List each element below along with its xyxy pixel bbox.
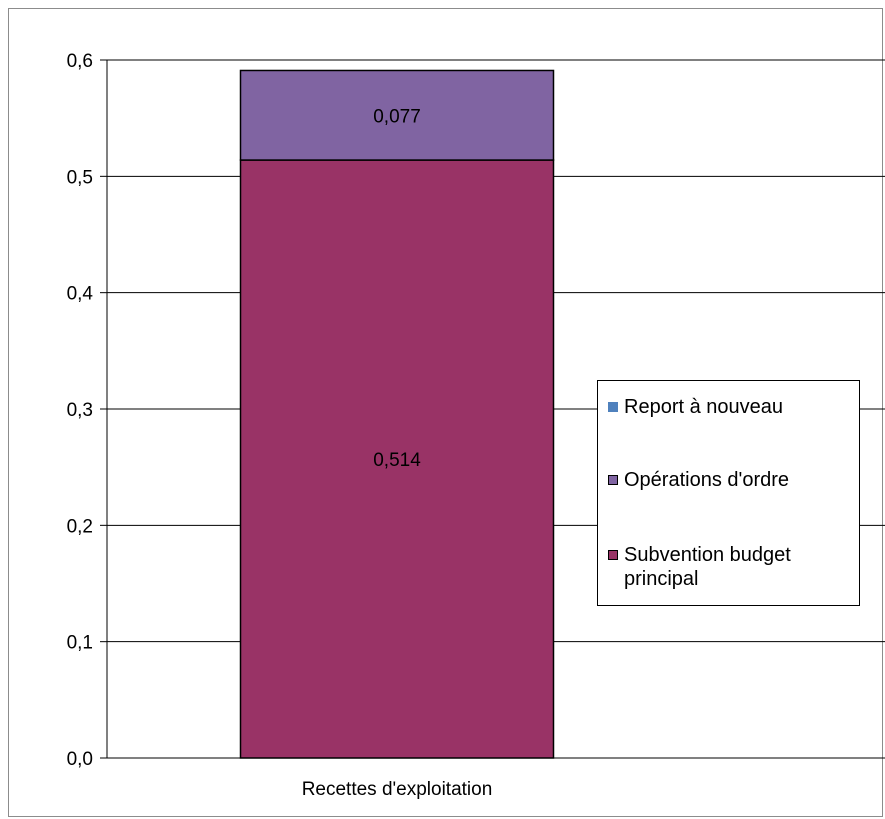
x-category-label: Recettes d'exploitation (302, 779, 493, 800)
data-label: 0,514 (373, 450, 421, 471)
bar-segment (239, 69, 555, 161)
y-tick-label: 0,1 (67, 633, 93, 654)
y-tick-label: 0,6 (67, 51, 93, 72)
bar-segment (239, 159, 555, 759)
data-label: 0,077 (373, 106, 421, 127)
legend-label-operations: Opérations d'ordre (624, 469, 790, 491)
legend-label-subvention: Subvention budget principal (624, 544, 791, 590)
legend-swatch-report (608, 402, 618, 412)
y-tick-label: 0,4 (67, 284, 94, 305)
y-tick-label: 0,0 (67, 749, 93, 770)
legend-swatch-operations (608, 475, 618, 485)
y-tick-label: 0,2 (67, 516, 93, 537)
y-tick-label: 0,3 (67, 400, 93, 421)
legend: Report à nouveau Opérations d'ordre Subv… (597, 380, 860, 606)
y-tick-label: 0,5 (67, 167, 93, 188)
legend-swatch-subvention (608, 550, 618, 560)
legend-label-report: Report à nouveau (624, 396, 784, 418)
